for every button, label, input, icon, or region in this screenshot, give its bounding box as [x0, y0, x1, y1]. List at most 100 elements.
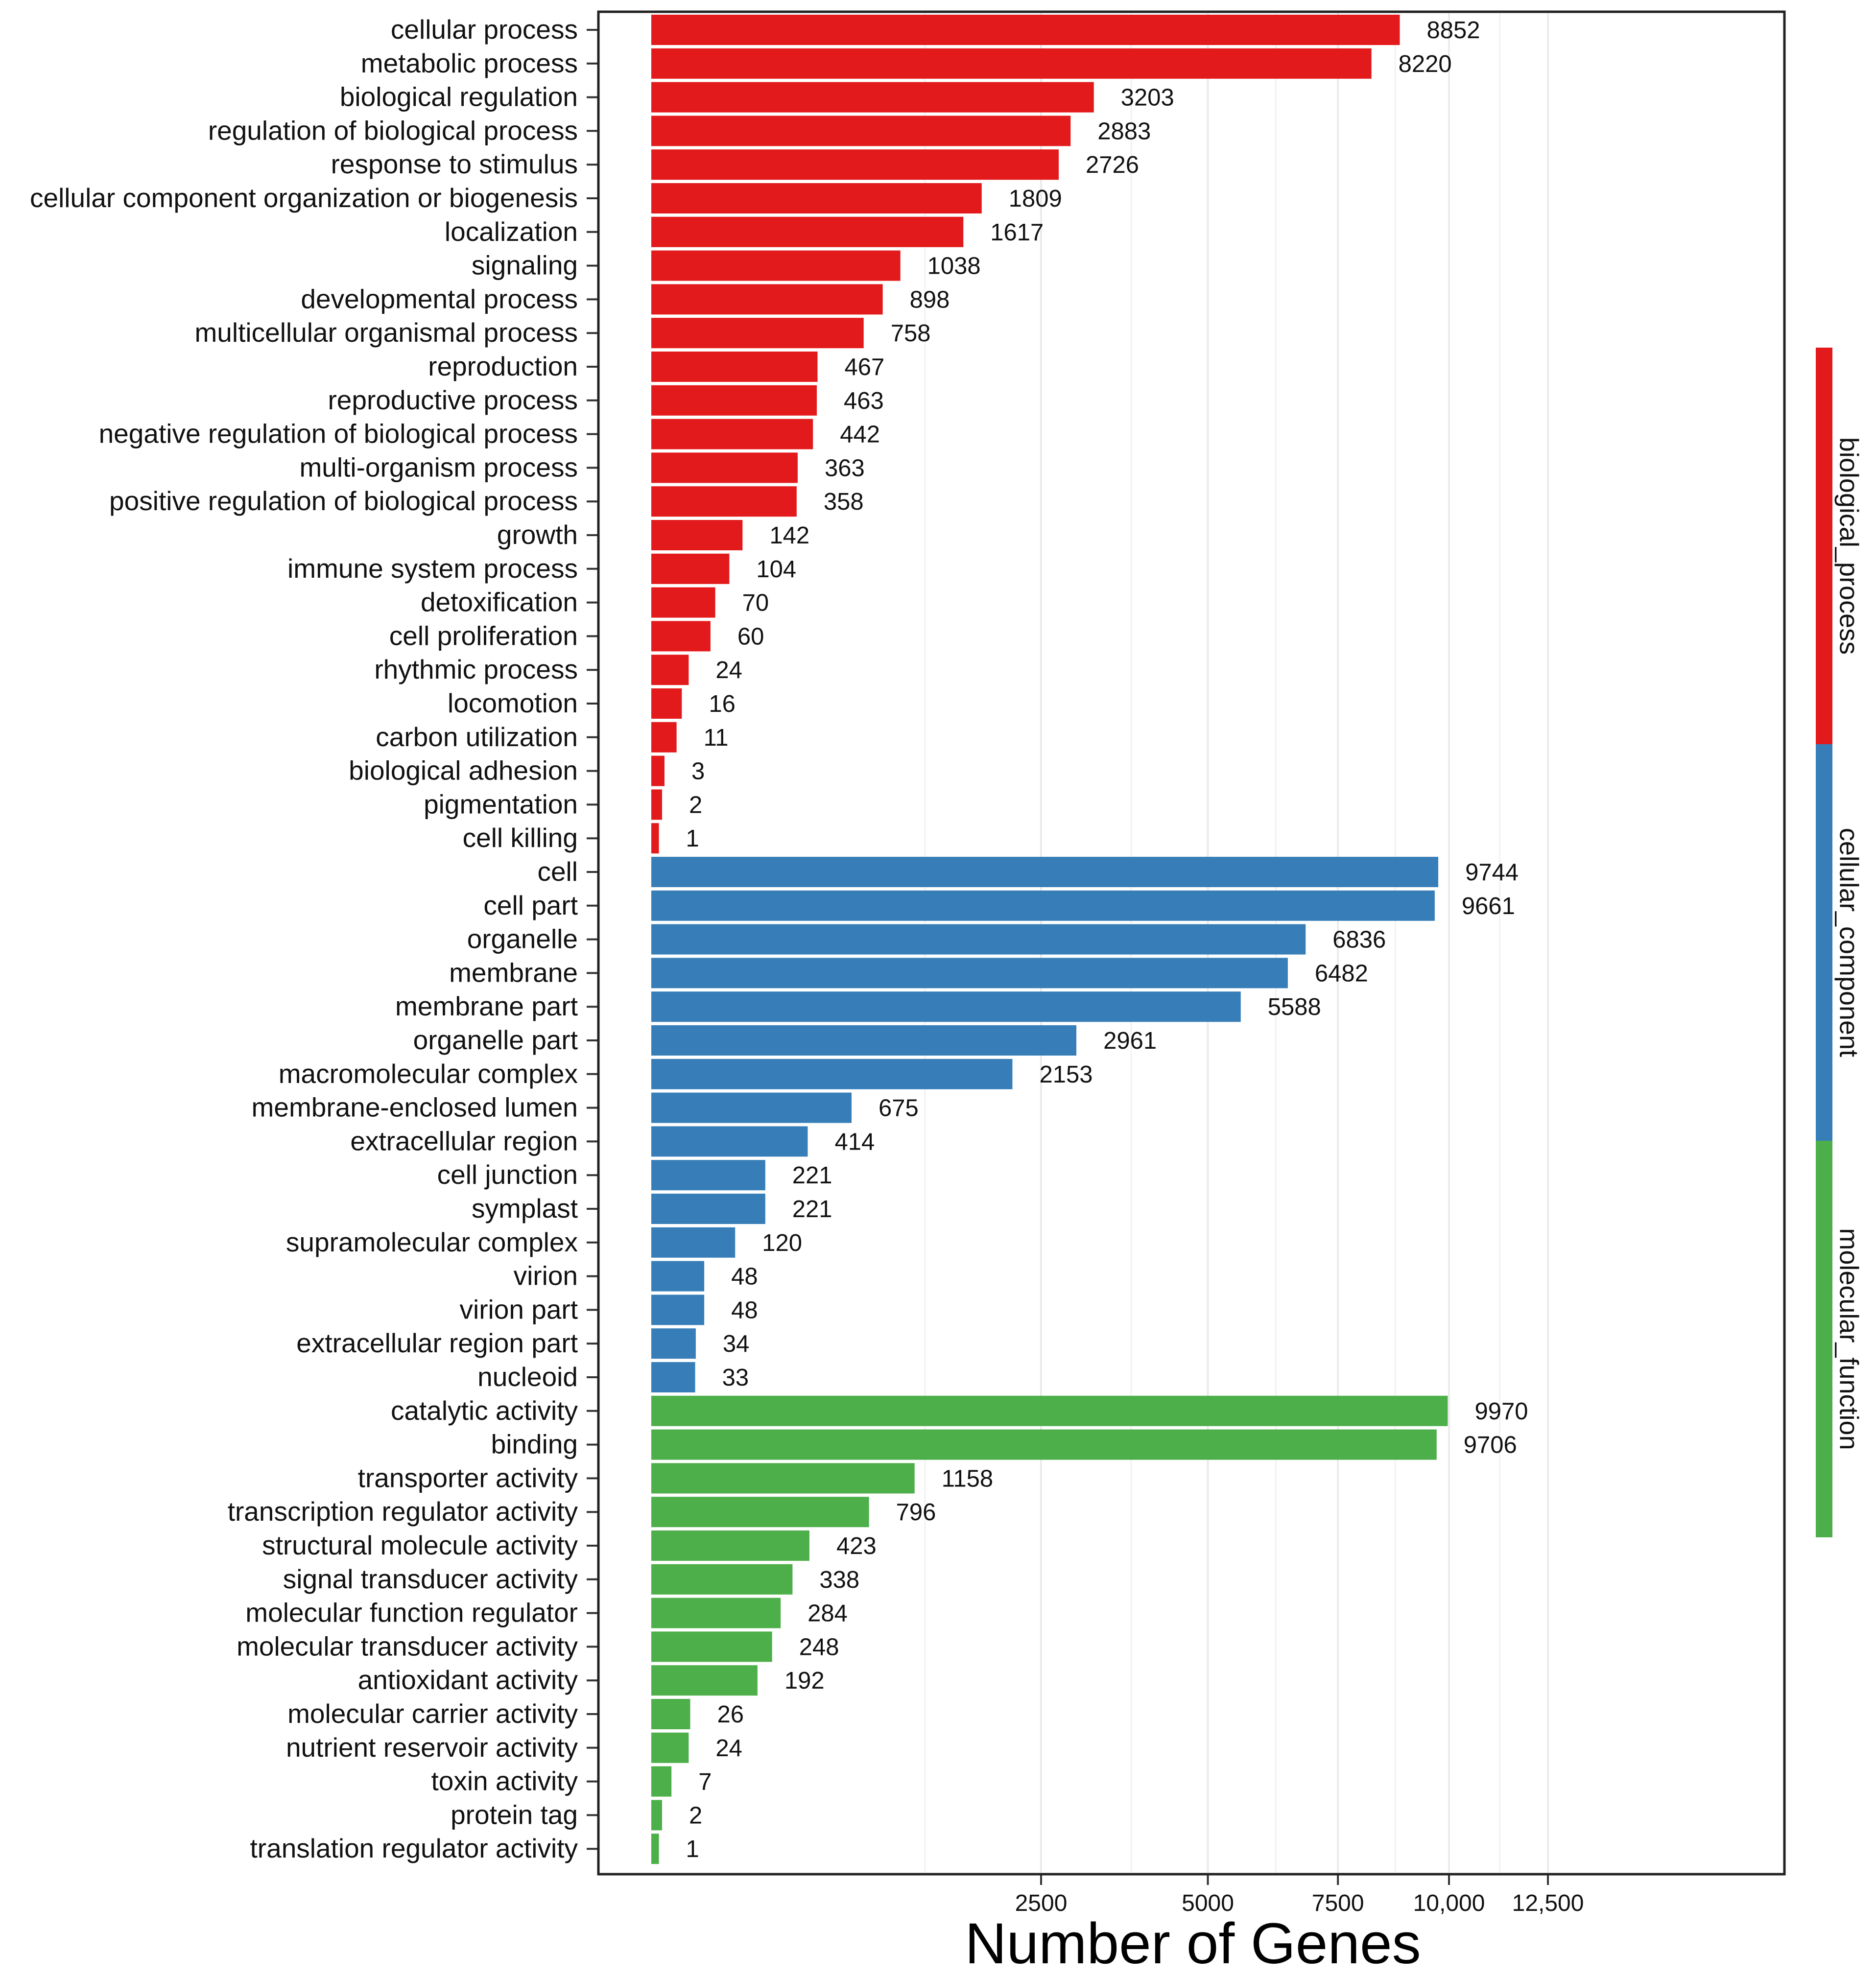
category-label: structural molecule activity [262, 1530, 578, 1560]
bar [651, 1328, 696, 1359]
category-label: nutrient reservoir activity [286, 1732, 578, 1763]
category-label: extracellular region [350, 1126, 578, 1156]
category-label: molecular transducer activity [237, 1631, 578, 1661]
category-label: immune system process [287, 553, 578, 584]
legend-color-bar [1816, 348, 1832, 744]
bar [651, 1530, 809, 1561]
x-tick-label: 2500 [1015, 1890, 1068, 1916]
category-label: supramolecular complex [286, 1227, 578, 1257]
bar-value-label: 142 [769, 522, 809, 549]
bar-value-label: 8852 [1427, 17, 1480, 44]
category-label: signaling [472, 250, 578, 281]
bar [651, 216, 964, 247]
bar-value-label: 284 [807, 1600, 848, 1627]
bar [651, 1395, 1448, 1426]
bar [651, 1194, 765, 1224]
bar [651, 1294, 705, 1325]
category-label: negative regulation of biological proces… [99, 419, 578, 449]
bar-value-label: 24 [715, 657, 742, 683]
bar [651, 486, 797, 517]
bar [651, 1699, 690, 1729]
category-label: reproduction [428, 351, 578, 381]
category-label: molecular function regulator [245, 1598, 578, 1628]
category-label: reproductive process [328, 385, 578, 415]
bar-value-label: 9970 [1474, 1398, 1528, 1425]
x-tick-label: 12,500 [1512, 1890, 1584, 1916]
category-label: multi-organism process [299, 452, 578, 482]
category-label: organelle part [413, 1025, 578, 1055]
category-label: membrane [449, 957, 578, 988]
bar-value-label: 675 [879, 1095, 919, 1122]
category-label: localization [445, 216, 578, 247]
bar [651, 15, 1400, 45]
bar [651, 621, 711, 652]
bar [651, 722, 677, 753]
bar-value-label: 16 [709, 691, 736, 717]
bar [651, 116, 1071, 146]
category-label: cell killing [463, 823, 578, 853]
bar [651, 1766, 672, 1797]
bar-value-label: 9661 [1462, 893, 1515, 919]
category-label: virion part [460, 1294, 578, 1324]
bar [651, 1564, 793, 1595]
bar [651, 452, 798, 483]
bar-value-label: 11 [704, 725, 729, 751]
category-label: binding [491, 1429, 578, 1459]
bar-value-label: 48 [731, 1264, 758, 1290]
category-label: cell proliferation [389, 620, 578, 651]
category-label: symplast [472, 1193, 578, 1224]
category-label: cellular component organization or bioge… [30, 183, 578, 213]
bar [651, 587, 715, 618]
bar [651, 655, 689, 685]
bar [651, 1025, 1077, 1056]
category-label: membrane part [395, 991, 578, 1021]
category-label: positive regulation of biological proces… [109, 486, 578, 516]
bar-value-label: 358 [824, 489, 864, 515]
category-label: macromolecular complex [279, 1059, 578, 1089]
x-tick-label: 7500 [1312, 1890, 1364, 1916]
x-tick-label: 10,000 [1413, 1890, 1485, 1916]
bar [651, 1800, 663, 1831]
category-label: transporter activity [358, 1462, 578, 1493]
bar-value-label: 1809 [1009, 186, 1062, 212]
category-label: detoxification [421, 587, 578, 617]
category-label: carbon utilization [376, 722, 578, 752]
bar-value-label: 6482 [1315, 960, 1368, 987]
bar-value-label: 796 [896, 1499, 936, 1526]
bar-value-label: 6836 [1332, 927, 1386, 953]
bar [651, 318, 864, 349]
category-label: growth [497, 519, 578, 550]
legend-label: molecular_function [1834, 1228, 1864, 1450]
legend-label: cellular_component [1834, 828, 1864, 1057]
bar-value-label: 1 [686, 825, 699, 852]
bar [651, 1059, 1013, 1089]
bar-value-label: 2153 [1039, 1061, 1092, 1088]
x-tick-label: 5000 [1182, 1890, 1234, 1916]
category-label: organelle [467, 924, 578, 954]
category-label: pigmentation [424, 789, 578, 819]
bar [651, 857, 1439, 887]
bar [651, 789, 663, 820]
bar-value-label: 248 [799, 1634, 839, 1660]
bar-value-label: 221 [792, 1196, 832, 1223]
bars [651, 15, 1448, 1864]
category-label: transcription regulator activity [228, 1496, 578, 1527]
bar-value-label: 24 [715, 1735, 742, 1762]
category-label: rhythmic process [374, 654, 578, 684]
bar [651, 1665, 758, 1696]
bar-value-label: 467 [844, 354, 884, 380]
bar-value-label: 2 [689, 792, 702, 818]
category-label: translation regulator activity [250, 1833, 578, 1863]
bar-value-label: 34 [723, 1331, 750, 1357]
bar-value-label: 3 [691, 758, 705, 785]
bar-value-label: 26 [717, 1701, 744, 1728]
category-label: metabolic process [361, 48, 578, 78]
bar-value-label: 9706 [1464, 1432, 1517, 1459]
category-label: nucleoid [477, 1362, 578, 1392]
category-label: catalytic activity [391, 1395, 578, 1426]
bar [651, 1160, 765, 1191]
bar [651, 1631, 772, 1662]
bar-value-label: 5588 [1268, 994, 1321, 1020]
bar-value-label: 48 [731, 1297, 758, 1323]
